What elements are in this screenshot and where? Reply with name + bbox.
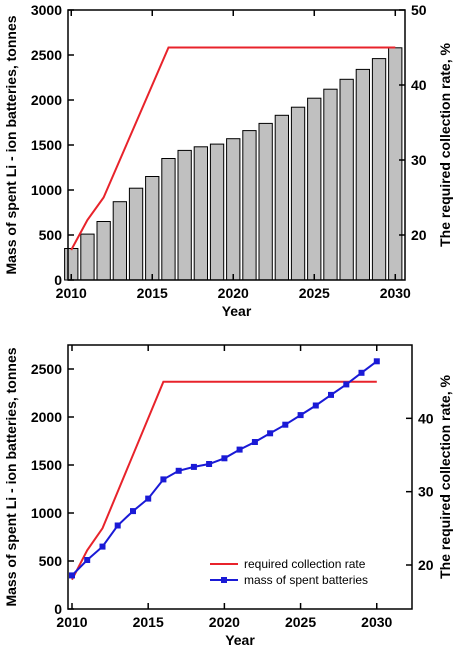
bar-2027 <box>339 78 354 281</box>
x-tick-label: 2015 <box>133 614 164 630</box>
y-tick-label: 2500 <box>31 47 62 63</box>
y-tick-label: 2000 <box>31 409 62 425</box>
battery-mass-point-2014 <box>130 508 136 515</box>
bar-2020 <box>226 138 241 281</box>
battery-mass-point-2025 <box>297 412 304 419</box>
bar-2013 <box>112 201 127 281</box>
battery-mass-point-2030 <box>373 358 380 365</box>
battery-mass-point-2017 <box>175 467 182 474</box>
battery-mass-point-2027 <box>328 391 334 398</box>
x-tick-label: 2030 <box>361 614 392 630</box>
top-chart-panel: 2010 2015 2020 2025 203005001000150020002500… <box>3 2 453 319</box>
legend-label: required collection rate <box>244 557 366 571</box>
bottom-chart-panel: 2010 2015 2020 2025 203005001000150020002500… <box>3 344 453 648</box>
bar-2017 <box>177 149 192 281</box>
y-tick-label: 500 <box>39 227 63 243</box>
x-axis-title: Year <box>222 303 252 319</box>
legend-label: mass of spent batteries <box>244 573 368 587</box>
battery-mass-point-2012 <box>99 543 106 550</box>
y2-axis-title: The required collection rate, % <box>437 375 453 579</box>
bar-2015 <box>145 176 160 281</box>
y-tick-label: 2000 <box>31 92 62 108</box>
collection-rate-line <box>70 46 396 251</box>
bar-2014 <box>128 187 144 281</box>
battery-mass-point-2028 <box>343 381 350 388</box>
collection-rate-line <box>71 380 377 581</box>
bar-2011 <box>80 233 95 281</box>
bar-2023 <box>274 114 290 281</box>
x-axis-title: Year <box>225 632 255 648</box>
y-axis-title: Mass of spent Li - ion batteries, tonnes <box>3 347 19 606</box>
bar-2029 <box>371 58 387 281</box>
battery-mass-point-2016 <box>160 476 167 483</box>
y-tick-label: 2500 <box>31 361 62 377</box>
y-tick-label: 1000 <box>31 182 62 198</box>
x-tick-label: 2015 <box>137 285 168 301</box>
bar-2026 <box>323 88 338 281</box>
y2-tick-label: 30 <box>418 484 434 500</box>
battery-mass-point-2019 <box>206 461 213 467</box>
y-tick-label: 0 <box>54 272 62 288</box>
battery-mass-point-2022 <box>251 439 258 445</box>
y-tick-label: 1000 <box>31 505 62 521</box>
bar-2019 <box>209 143 225 281</box>
x-tick-label: 2020 <box>209 614 240 630</box>
x-tick-label: 2025 <box>285 614 316 630</box>
bar-2030 <box>388 47 403 281</box>
y2-tick-label: 30 <box>411 152 427 168</box>
battery-mass-point-2023 <box>267 430 274 437</box>
bar-2016 <box>161 158 176 281</box>
y2-tick-label: 40 <box>411 77 427 93</box>
y2-tick-label: 40 <box>418 410 434 426</box>
battery-mass-point-2020 <box>221 455 228 462</box>
x-tick-label: 2030 <box>380 285 411 301</box>
x-tick-label: 2025 <box>299 285 330 301</box>
y-tick-label: 500 <box>39 553 63 569</box>
battery-mass-point-2015 <box>145 495 152 502</box>
y-tick-label: 1500 <box>31 457 62 473</box>
battery-mass-point-2013 <box>114 522 121 529</box>
x-tick-label: 2010 <box>56 285 87 301</box>
y-tick-label: 1500 <box>31 137 62 153</box>
plot-frame <box>67 344 413 610</box>
battery-mass-point-2018 <box>190 463 197 470</box>
y2-tick-label: 20 <box>411 227 427 243</box>
battery-mass-point-2011 <box>84 557 91 563</box>
bar-2018 <box>193 146 208 281</box>
battery-mass-point-2010 <box>69 572 75 579</box>
battery-mass-point-2029 <box>358 369 365 376</box>
y2-tick-label: 20 <box>418 557 434 573</box>
bar-2025 <box>307 97 322 281</box>
y-tick-label: 3000 <box>31 2 62 18</box>
bar-2028 <box>355 68 371 281</box>
bar-2024 <box>290 106 306 281</box>
y2-tick-label: 50 <box>411 2 427 18</box>
y-axis-title: Mass of spent Li - ion batteries, tonnes <box>3 15 19 274</box>
battery-mass-point-2026 <box>312 402 319 409</box>
bar-2021 <box>242 130 257 281</box>
battery-mass-point-2024 <box>282 421 289 428</box>
bar-2022 <box>258 122 273 281</box>
x-tick-label: 2020 <box>218 285 249 301</box>
bar-2012 <box>96 221 111 281</box>
x-tick-label: 2010 <box>56 614 87 630</box>
y-tick-label: 0 <box>54 601 62 617</box>
legend-marker-1 <box>221 577 227 583</box>
battery-mass-point-2021 <box>236 446 243 453</box>
y2-axis-title: The required collection rate, % <box>437 43 453 247</box>
